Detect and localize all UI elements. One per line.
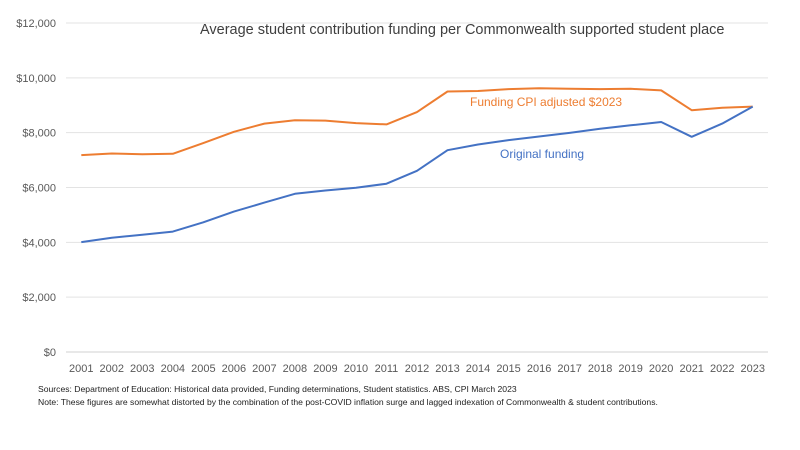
- series-label-original: Original funding: [500, 147, 584, 161]
- x-tick-label: 2004: [161, 363, 185, 375]
- x-tick-label: 2015: [496, 363, 520, 375]
- series-line-0: [81, 87, 753, 157]
- x-tick-label: 2019: [618, 363, 642, 375]
- x-tick-label: 2023: [740, 363, 764, 375]
- y-tick-label: $12,000: [16, 18, 56, 30]
- x-tick-label: 2009: [313, 363, 337, 375]
- x-axis: 2001 2002 2003 2004 2005 2006 2007 2008 2009 2010…: [69, 363, 765, 375]
- x-tick-label: 2002: [100, 363, 124, 375]
- y-tick-label: $0: [44, 347, 56, 359]
- x-tick-label: 2003: [130, 363, 154, 375]
- x-tick-label: 2013: [435, 363, 459, 375]
- y-tick-label: $6,000: [22, 183, 56, 195]
- y-axis: $0 $2,000 $4,000 $6,000 $8,000 $10,000 $12,000: [16, 18, 56, 359]
- x-tick-label: 2022: [710, 363, 734, 375]
- x-tick-label: 2010: [344, 363, 368, 375]
- x-tick-label: 2016: [527, 363, 551, 375]
- chart-title: Average student contribution funding per…: [200, 22, 725, 38]
- x-tick-label: 2007: [252, 363, 276, 375]
- x-tick-label: 2006: [222, 363, 246, 375]
- y-tick-label: $2,000: [22, 292, 56, 304]
- x-tick-label: 2020: [649, 363, 673, 375]
- series-lines: [81, 87, 754, 244]
- series-line-1: [81, 105, 754, 244]
- y-tick-label: $10,000: [16, 73, 56, 85]
- x-tick-label: 2017: [557, 363, 581, 375]
- x-tick-label: 2011: [375, 363, 399, 375]
- sources-note: Sources: Department of Education: Histor…: [38, 384, 517, 394]
- x-tick-label: 2018: [588, 363, 612, 375]
- gridlines: [66, 22, 768, 353]
- x-tick-label: 2012: [405, 363, 429, 375]
- x-tick-label: 2021: [679, 363, 703, 375]
- y-tick-label: $4,000: [22, 237, 56, 249]
- disclaimer-note: Note: These figures are somewhat distort…: [38, 397, 658, 407]
- y-tick-label: $8,000: [22, 128, 56, 140]
- x-tick-label: 2014: [466, 363, 490, 375]
- x-tick-label: 2008: [283, 363, 307, 375]
- x-tick-label: 2001: [69, 363, 93, 375]
- series-label-cpi-adjusted: Funding CPI adjusted $2023: [470, 95, 622, 109]
- x-tick-label: 2005: [191, 363, 215, 375]
